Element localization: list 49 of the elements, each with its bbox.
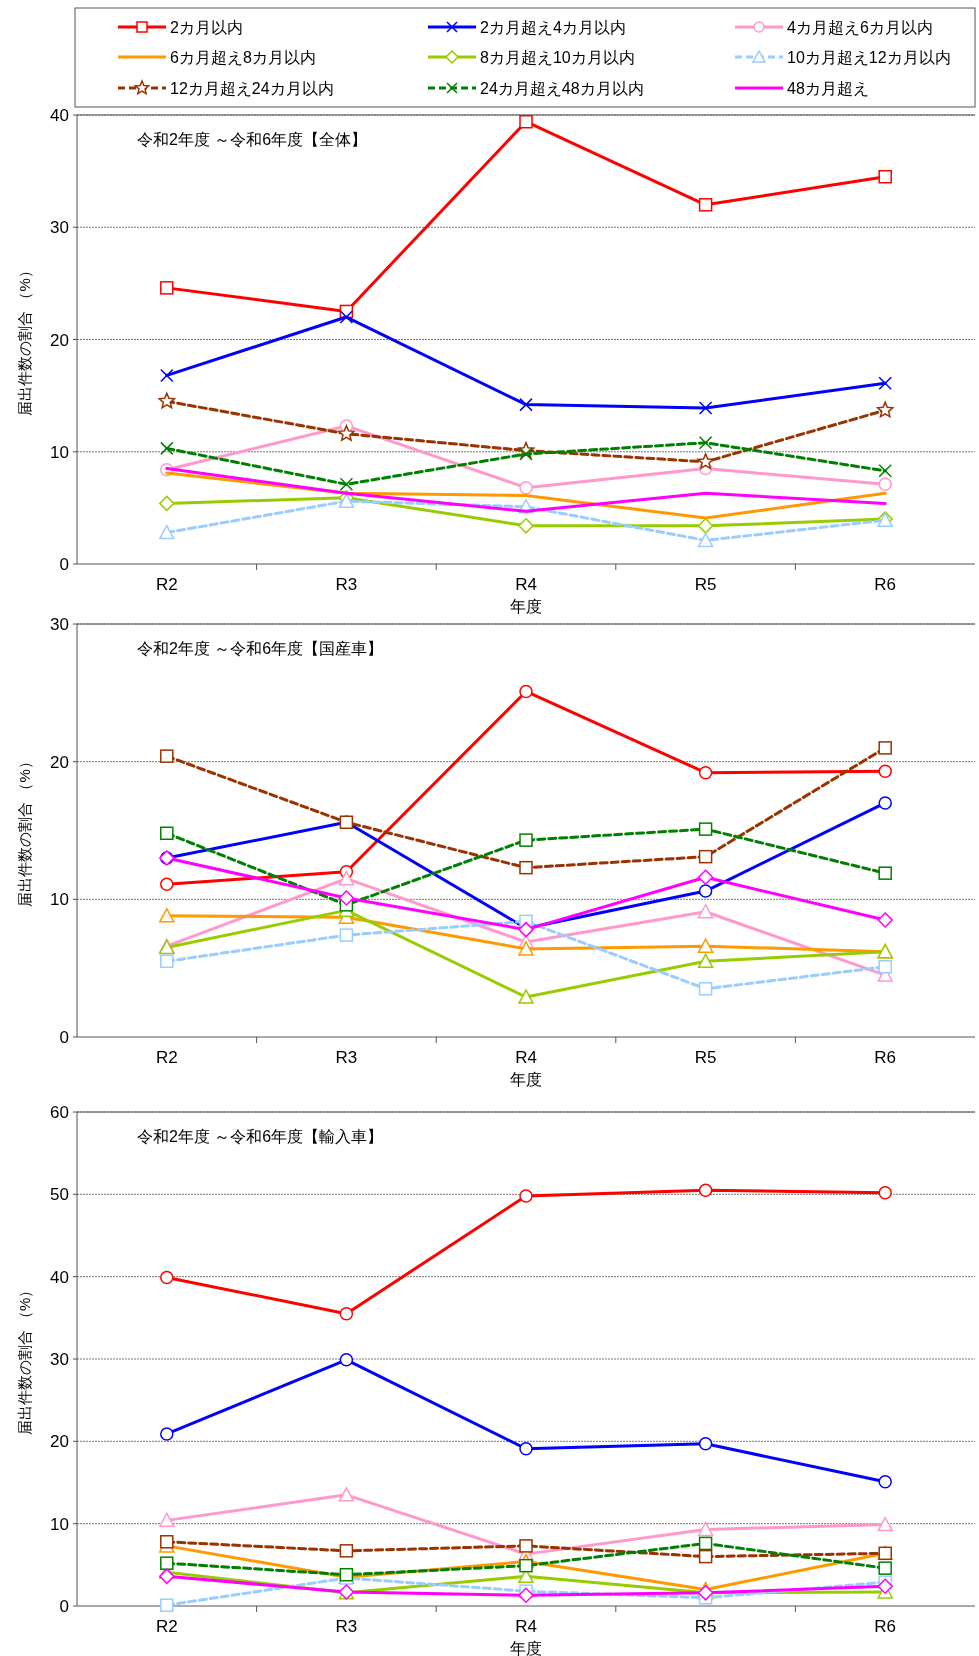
- x-tick-label: R5: [694, 575, 717, 594]
- x-tick-label: R4: [515, 575, 537, 594]
- y-tick-label: 10: [50, 890, 69, 910]
- legend-label: 6カ月超え8カ月以内: [170, 49, 316, 66]
- y-axis-title: 届出件数の割合 （%）: [16, 1282, 33, 1436]
- text: 令和2年度 ～令和6年度【国産車】: [137, 640, 384, 657]
- y-tick-label: 50: [50, 1185, 69, 1205]
- legend-label: 2カ月超え4カ月以内: [480, 19, 626, 36]
- y-axis-title: 届出件数の割合 （%）: [16, 263, 33, 416]
- x-tick-label: R4: [515, 1617, 537, 1636]
- y-tick-label: 30: [50, 615, 69, 634]
- x-tick-label: R5: [694, 1617, 717, 1636]
- x-axis-title: 年度: [510, 1071, 542, 1088]
- text: 令和2年度 ～令和6年度【輸入車】: [137, 1128, 384, 1145]
- legend-label: 8カ月超え10カ月以内: [480, 49, 635, 66]
- y-tick-label: 0: [59, 555, 69, 574]
- x-tick-label: R5: [694, 1048, 717, 1067]
- legend-label: 2カ月以内: [170, 19, 243, 36]
- x-axis-title: 年度: [510, 598, 542, 615]
- legend-label: 12カ月超え24カ月以内: [170, 80, 334, 97]
- x-tick-label: R3: [335, 575, 358, 594]
- y-tick-label: 60: [50, 1103, 69, 1122]
- y-tick-label: 20: [50, 330, 69, 350]
- y-tick-label: 10: [50, 442, 69, 462]
- x-tick-label: R6: [874, 1048, 897, 1067]
- x-axis-title: 年度: [510, 1640, 542, 1656]
- x-tick-label: R6: [874, 1617, 897, 1636]
- y-tick-label: 20: [50, 752, 69, 772]
- y-tick-label: 40: [50, 1267, 69, 1287]
- y-tick-label: 40: [50, 106, 69, 125]
- x-tick-label: R2: [155, 1048, 178, 1067]
- x-tick-label: R3: [335, 1617, 358, 1636]
- x-tick-label: R6: [874, 575, 897, 594]
- y-axis-title: 届出件数の割合 （%）: [16, 754, 33, 907]
- legend-label: 48カ月超え: [787, 80, 869, 97]
- x-tick-label: R2: [155, 575, 178, 594]
- y-tick-label: 10: [50, 1514, 69, 1534]
- y-tick-label: 0: [59, 1028, 69, 1047]
- text: 令和2年度 ～令和6年度【全体】: [137, 131, 368, 148]
- y-tick-label: 30: [50, 1350, 69, 1369]
- x-tick-label: R3: [335, 1048, 358, 1067]
- y-tick-label: 30: [50, 218, 69, 238]
- y-tick-label: 0: [59, 1597, 69, 1616]
- y-tick-label: 20: [50, 1432, 69, 1452]
- legend-label: 4カ月超え6カ月以内: [787, 19, 933, 36]
- legend-label: 24カ月超え48カ月以内: [480, 80, 644, 97]
- legend-label: 10カ月超え12カ月以内: [787, 49, 951, 66]
- x-tick-label: R2: [155, 1617, 178, 1636]
- x-tick-label: R4: [515, 1048, 537, 1067]
